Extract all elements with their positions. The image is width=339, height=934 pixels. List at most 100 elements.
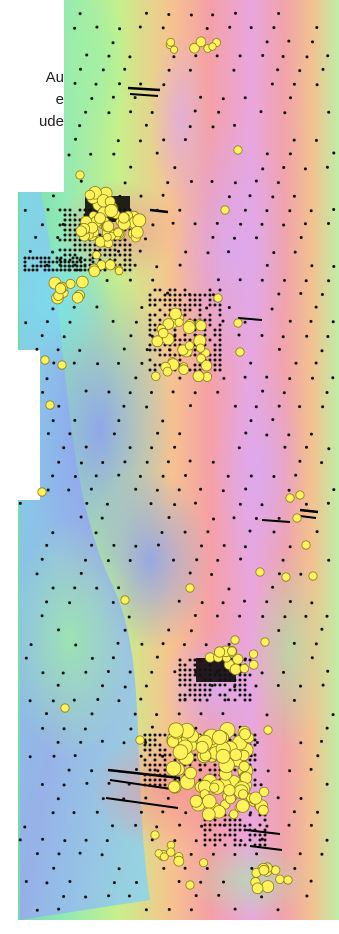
- station-dot: [55, 260, 59, 264]
- station-dot: [243, 698, 247, 702]
- sample-circle: [135, 735, 145, 745]
- station-dot: [188, 125, 192, 129]
- station-dot: [153, 783, 157, 787]
- station-dot: [253, 758, 257, 762]
- station-dot: [325, 391, 329, 394]
- station-dot: [83, 213, 87, 217]
- station-dot: [112, 432, 116, 436]
- sample-circle: [208, 42, 217, 51]
- station-dot: [218, 668, 222, 672]
- station-dot: [208, 338, 212, 342]
- station-dot: [79, 179, 83, 183]
- station-dot: [62, 783, 66, 787]
- station-dot: [254, 405, 258, 409]
- station-dot: [221, 601, 225, 605]
- station-dot: [72, 361, 76, 365]
- station-dot: [101, 797, 105, 801]
- station-dot: [183, 693, 187, 697]
- station-dot: [237, 446, 241, 450]
- station-dot: [263, 828, 267, 832]
- station-dot: [298, 69, 302, 73]
- station-dot: [205, 27, 209, 30]
- sample-circle: [238, 760, 250, 772]
- station-dot: [46, 432, 50, 436]
- station-dot: [144, 237, 147, 241]
- station-dot: [255, 852, 259, 856]
- station-dot: [177, 880, 181, 883]
- station-dot: [84, 838, 88, 842]
- sample-circle: [104, 203, 119, 218]
- sample-circle: [167, 780, 181, 794]
- station-dot: [148, 763, 152, 767]
- station-dot: [173, 343, 177, 347]
- station-dot: [283, 111, 287, 115]
- station-dot: [218, 363, 222, 367]
- sample-circle: [75, 170, 85, 180]
- station-dot: [253, 768, 257, 772]
- station-dot: [332, 488, 336, 492]
- station-dot: [315, 83, 319, 87]
- station-dot: [111, 601, 115, 604]
- station-dot: [287, 823, 291, 827]
- station-dot: [248, 838, 252, 842]
- station-dot: [287, 488, 291, 492]
- station-dot: [213, 763, 217, 767]
- station-dot: [325, 726, 329, 730]
- sample-circle: [301, 540, 311, 550]
- station-dot: [168, 353, 172, 357]
- station-dot: [222, 376, 226, 380]
- station-dot: [193, 668, 197, 672]
- sample-circle: [165, 760, 182, 777]
- station-dot: [75, 260, 79, 264]
- station-dot: [289, 96, 292, 100]
- station-dot: [149, 502, 153, 506]
- station-dot: [213, 333, 217, 337]
- station-dot: [189, 13, 193, 17]
- station-dot: [78, 12, 82, 16]
- station-dot: [134, 544, 138, 548]
- station-dot: [118, 243, 122, 247]
- sample-circle: [75, 225, 87, 237]
- station-dot: [153, 298, 157, 302]
- station-dot: [89, 152, 93, 156]
- station-dot: [158, 348, 162, 352]
- station-dot: [23, 208, 27, 212]
- station-dot: [210, 573, 214, 576]
- sample-circle: [195, 343, 206, 353]
- station-dot: [198, 293, 202, 297]
- station-dot: [232, 68, 236, 72]
- station-dot: [248, 693, 252, 697]
- sample-circle: [275, 874, 285, 885]
- station-dot: [238, 614, 242, 618]
- station-dot: [122, 741, 126, 745]
- station-dot: [218, 303, 222, 307]
- station-dot: [79, 264, 83, 268]
- sample-circle: [45, 400, 55, 410]
- station-dot: [63, 213, 67, 217]
- station-dot: [123, 67, 127, 71]
- station-dot: [40, 614, 44, 618]
- sample-circle: [239, 663, 250, 674]
- station-dot: [238, 843, 242, 847]
- station-dot: [213, 363, 217, 367]
- station-dot: [173, 839, 177, 843]
- station-dot: [193, 222, 197, 226]
- station-dot: [238, 673, 242, 677]
- station-dot: [139, 810, 143, 814]
- station-dot: [208, 663, 212, 667]
- station-dot: [292, 810, 296, 814]
- station-dot: [127, 894, 131, 898]
- station-dot: [168, 298, 172, 302]
- station-dot: [261, 167, 265, 171]
- station-dot: [163, 748, 167, 752]
- station-dot: [178, 663, 182, 667]
- station-dot: [198, 693, 202, 697]
- station-dot: [208, 823, 212, 827]
- station-dot: [215, 670, 219, 674]
- station-dot: [157, 543, 160, 547]
- station-dot: [113, 243, 117, 247]
- station-dot: [260, 671, 264, 675]
- station-dot: [83, 208, 87, 212]
